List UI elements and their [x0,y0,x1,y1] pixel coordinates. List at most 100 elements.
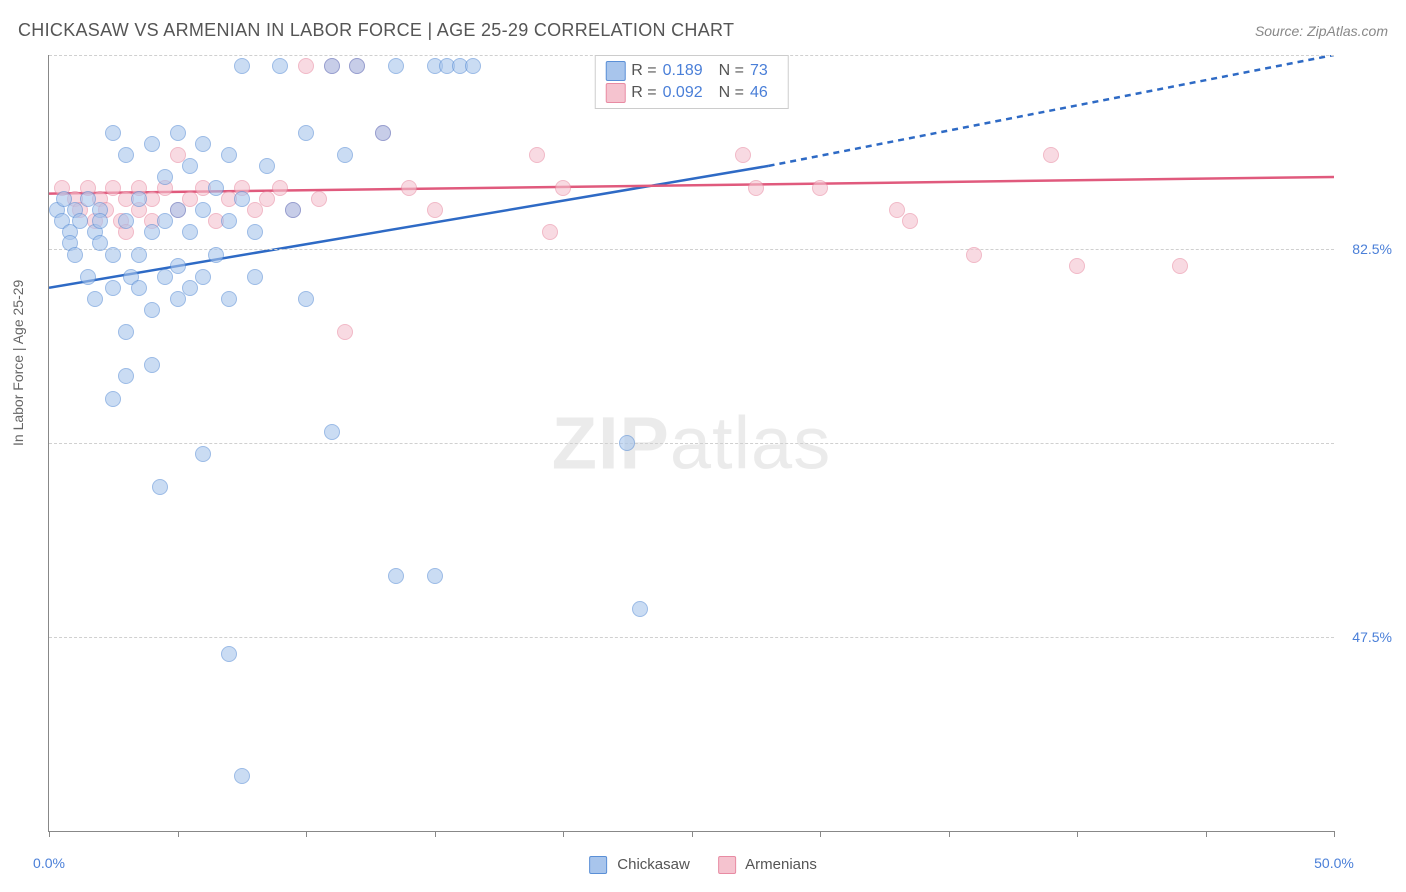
data-point-chickasaw [388,568,404,584]
data-point-armenians [311,191,327,207]
swatch-chickasaw-icon [605,61,625,81]
y-axis-title: In Labor Force | Age 25-29 [10,280,26,446]
data-point-chickasaw [195,202,211,218]
data-point-chickasaw [131,191,147,207]
data-point-chickasaw [259,158,275,174]
data-point-chickasaw [234,191,250,207]
data-point-chickasaw [105,280,121,296]
data-point-armenians [966,247,982,263]
data-point-chickasaw [131,280,147,296]
gridline-h [49,637,1334,638]
gridline-h [49,249,1334,250]
data-point-chickasaw [337,147,353,163]
data-point-chickasaw [80,269,96,285]
data-point-armenians [555,180,571,196]
data-point-chickasaw [208,247,224,263]
y-tick-label: 47.5% [1352,629,1392,645]
data-point-chickasaw [272,58,288,74]
data-point-chickasaw [182,280,198,296]
data-point-chickasaw [87,291,103,307]
x-tick-label: 50.0% [1314,855,1354,871]
x-tick-mark [435,831,436,837]
data-point-armenians [259,191,275,207]
data-point-chickasaw [157,269,173,285]
data-point-chickasaw [388,58,404,74]
data-point-armenians [542,224,558,240]
swatch-armenians-icon [718,856,736,874]
stats-legend: R = 0.189 N = 73 R = 0.092 N = 46 [594,55,789,109]
data-point-chickasaw [195,136,211,152]
x-tick-mark [1206,831,1207,837]
data-point-chickasaw [182,158,198,174]
data-point-armenians [427,202,443,218]
x-tick-mark [49,831,50,837]
x-tick-mark [563,831,564,837]
chart-title: CHICKASAW VS ARMENIAN IN LABOR FORCE | A… [18,20,734,41]
data-point-chickasaw [105,247,121,263]
data-point-chickasaw [170,291,186,307]
data-point-chickasaw [427,568,443,584]
data-point-chickasaw [144,136,160,152]
data-point-armenians [902,213,918,229]
data-point-chickasaw [324,58,340,74]
x-tick-mark [178,831,179,837]
stats-row-armenians: R = 0.092 N = 46 [605,82,778,104]
data-point-chickasaw [221,646,237,662]
swatch-armenians-icon [605,83,625,103]
x-tick-mark [692,831,693,837]
data-point-chickasaw [298,291,314,307]
data-point-chickasaw [375,125,391,141]
data-point-chickasaw [92,213,108,229]
data-point-armenians [298,58,314,74]
legend-item-chickasaw: Chickasaw [589,856,690,874]
data-point-chickasaw [221,291,237,307]
data-point-chickasaw [298,125,314,141]
data-point-chickasaw [131,247,147,263]
data-point-armenians [812,180,828,196]
data-point-chickasaw [170,125,186,141]
x-tick-mark [820,831,821,837]
chart-header: CHICKASAW VS ARMENIAN IN LABOR FORCE | A… [18,20,1388,41]
data-point-chickasaw [234,58,250,74]
data-point-armenians [1172,258,1188,274]
data-point-chickasaw [247,224,263,240]
data-point-armenians [337,324,353,340]
x-tick-mark [1077,831,1078,837]
data-point-chickasaw [221,213,237,229]
data-point-chickasaw [170,202,186,218]
x-tick-mark [1334,831,1335,837]
data-point-chickasaw [118,213,134,229]
gridline-h [49,443,1334,444]
data-point-chickasaw [619,435,635,451]
data-point-chickasaw [144,224,160,240]
data-point-chickasaw [144,302,160,318]
y-tick-label: 82.5% [1352,241,1392,257]
data-point-chickasaw [247,269,263,285]
data-point-chickasaw [221,147,237,163]
data-point-armenians [272,180,288,196]
data-point-chickasaw [118,368,134,384]
data-point-chickasaw [234,768,250,784]
data-point-chickasaw [105,391,121,407]
data-point-chickasaw [72,213,88,229]
data-point-chickasaw [632,601,648,617]
data-point-chickasaw [349,58,365,74]
data-point-armenians [529,147,545,163]
bottom-legend: Chickasaw Armenians [589,856,817,874]
data-point-chickasaw [195,269,211,285]
data-point-armenians [735,147,751,163]
data-point-chickasaw [118,147,134,163]
data-point-chickasaw [208,180,224,196]
swatch-chickasaw-icon [589,856,607,874]
legend-item-armenians: Armenians [718,856,817,874]
stats-row-chickasaw: R = 0.189 N = 73 [605,60,778,82]
data-point-chickasaw [170,258,186,274]
data-point-armenians [1043,147,1059,163]
x-tick-label: 0.0% [33,855,65,871]
data-point-armenians [401,180,417,196]
x-tick-mark [949,831,950,837]
x-tick-mark [306,831,307,837]
data-point-chickasaw [285,202,301,218]
data-point-chickasaw [67,247,83,263]
data-point-chickasaw [182,224,198,240]
